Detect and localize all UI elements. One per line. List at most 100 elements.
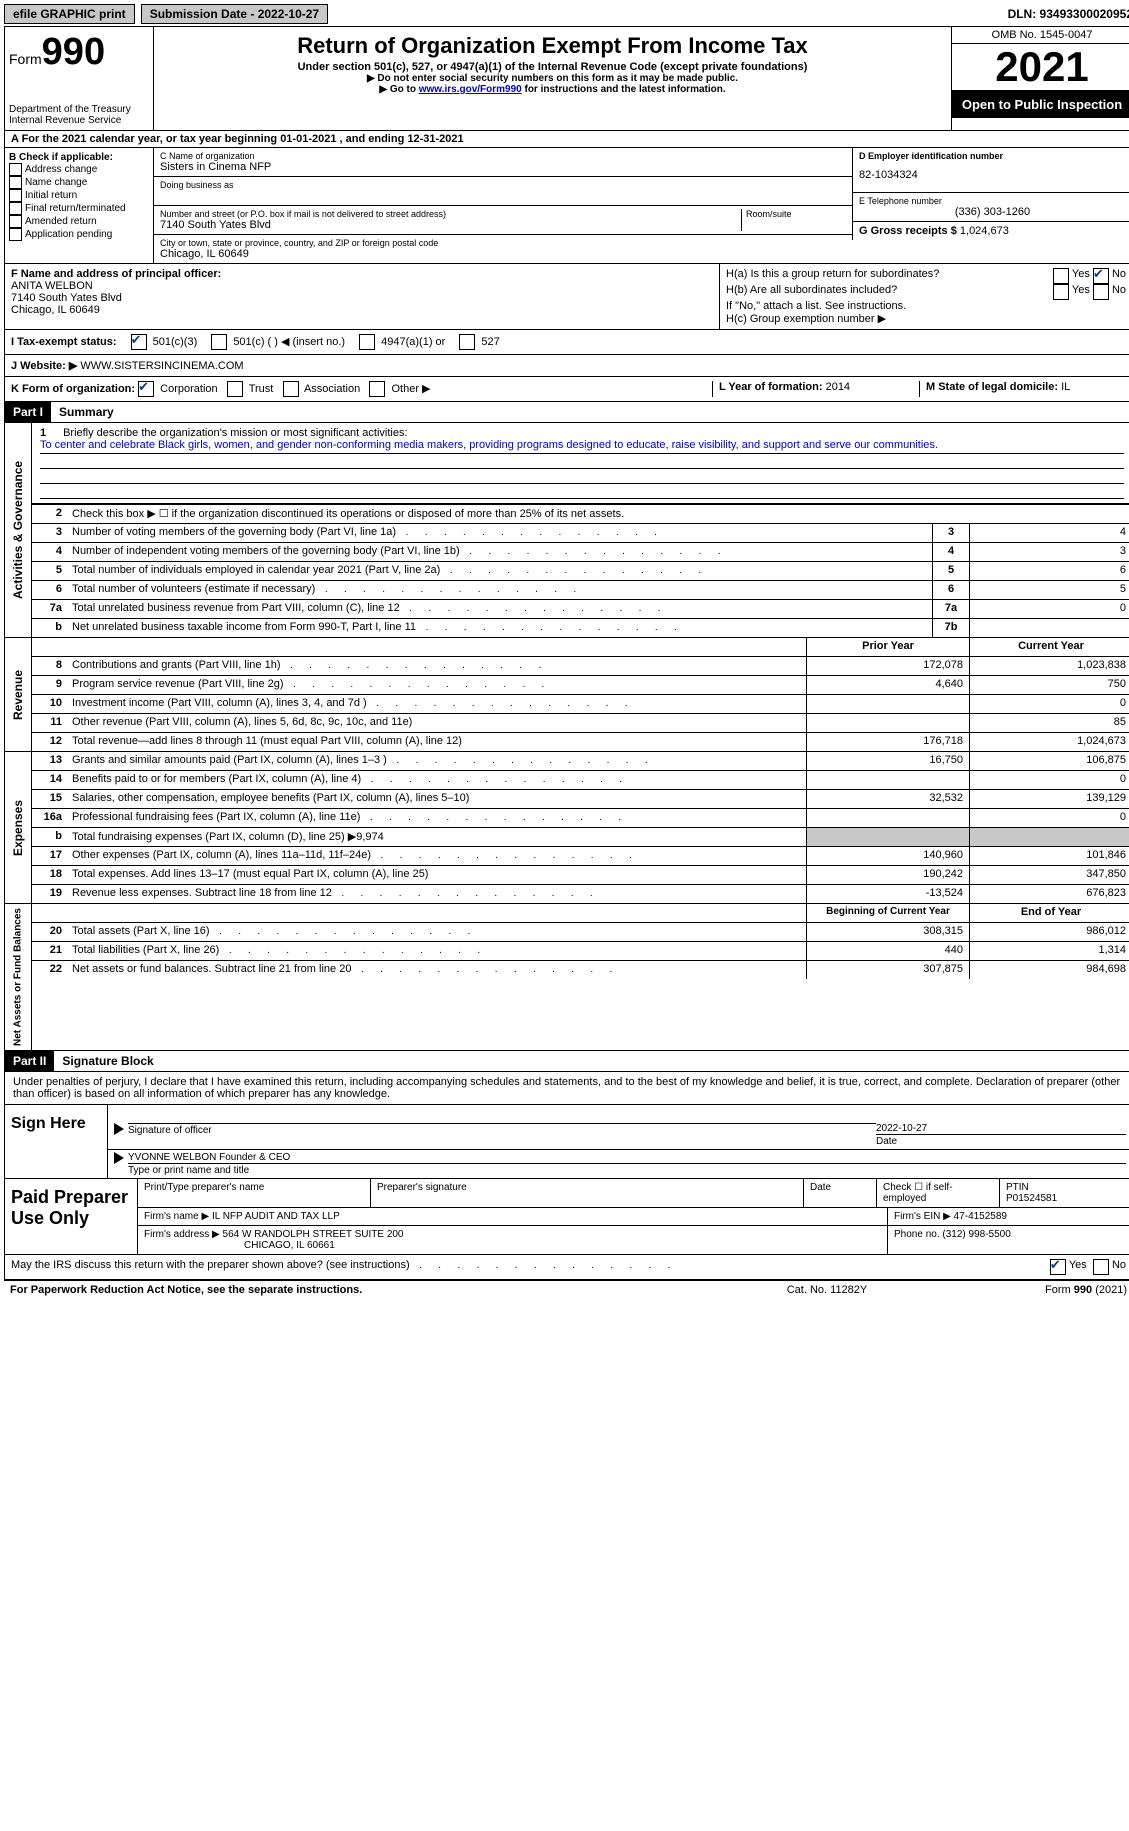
tax-status-label: I Tax-exempt status:: [11, 336, 117, 348]
irs-label: Internal Revenue Service: [9, 115, 149, 126]
type-name-label: Type or print name and title: [128, 1163, 1126, 1176]
tax-year: 2021: [952, 44, 1129, 91]
line8-text: Contributions and grants (Part VIII, lin…: [68, 657, 806, 675]
line19-prior: -13,524: [806, 885, 969, 903]
cb-application-pending[interactable]: [9, 228, 22, 241]
prep-check-hdr: Check ☐ if self-employed: [877, 1179, 1000, 1207]
footer-left: For Paperwork Reduction Act Notice, see …: [10, 1284, 727, 1296]
cb-4947[interactable]: [359, 334, 375, 350]
part1-badge: Part I: [5, 402, 51, 422]
form-subtitle: Under section 501(c), 527, or 4947(a)(1)…: [162, 61, 943, 73]
lbl-trust: Trust: [249, 383, 274, 395]
hb-note: If "No," attach a list. See instructions…: [726, 300, 1126, 312]
line10-prior: [806, 695, 969, 713]
cb-initial-return[interactable]: [9, 189, 22, 202]
efile-print-button[interactable]: efile GRAPHIC print: [4, 4, 135, 24]
line21-end: 1,314: [969, 942, 1129, 960]
cb-assoc[interactable]: [283, 381, 299, 397]
ptin-hdr: PTIN: [1006, 1182, 1126, 1193]
officer-sig-label: Signature of officer: [128, 1123, 876, 1136]
cb-final-return[interactable]: [9, 202, 22, 215]
box-c: C Name of organization Sisters in Cinema…: [154, 148, 852, 263]
row-j: J Website: ▶ WWW.SISTERSINCINEMA.COM: [4, 355, 1129, 377]
addr-label: Number and street (or P.O. box if mail i…: [160, 209, 741, 219]
cb-501c[interactable]: [211, 334, 227, 350]
header-left: Form990 Department of the Treasury Inter…: [5, 27, 154, 130]
hdr-current-year: Current Year: [969, 638, 1129, 656]
org-name: Sisters in Cinema NFP: [160, 161, 846, 173]
line11-prior: [806, 714, 969, 732]
cb-hb-no[interactable]: [1093, 284, 1109, 300]
firm-ein-label: Firm's EIN ▶: [894, 1211, 951, 1222]
line11-text: Other revenue (Part VIII, column (A), li…: [68, 714, 806, 732]
may-irs-discuss: May the IRS discuss this return with the…: [4, 1255, 1129, 1280]
cb-ha-yes[interactable]: [1053, 268, 1069, 284]
part1-title: Summary: [51, 402, 122, 422]
sig-date: 2022-10-27: [876, 1123, 1126, 1134]
cb-ha-no[interactable]: [1093, 268, 1109, 284]
cb-hb-yes[interactable]: [1053, 284, 1069, 300]
lbl-no-1: No: [1112, 268, 1126, 284]
side-revenue: Revenue: [5, 638, 32, 751]
line12-prior: 176,718: [806, 733, 969, 751]
box-f: F Name and address of principal officer:…: [5, 264, 720, 329]
header-right: OMB No. 1545-0047 2021 Open to Public In…: [951, 27, 1129, 130]
line16b-text: Total fundraising expenses (Part IX, col…: [68, 828, 806, 846]
firm-addr1: 564 W RANDOLPH STREET SUITE 200: [223, 1229, 404, 1240]
line13-text: Grants and similar amounts paid (Part IX…: [68, 752, 806, 770]
line17-prior: 140,960: [806, 847, 969, 865]
firm-phone: (312) 998-5500: [942, 1229, 1010, 1240]
footer-right: Form 990 (2021): [927, 1284, 1127, 1296]
website-label: J Website: ▶: [11, 360, 77, 372]
cb-address-change[interactable]: [9, 163, 22, 176]
cb-other[interactable]: [369, 381, 385, 397]
line8-curr: 1,023,838: [969, 657, 1129, 675]
form-org-label: K Form of organization:: [11, 383, 135, 395]
lbl-501c: 501(c) ( ) ◀ (insert no.): [233, 336, 345, 348]
side-expenses: Expenses: [5, 752, 32, 903]
line16b-prior: [806, 828, 969, 846]
line13-prior: 16,750: [806, 752, 969, 770]
cb-discuss-no[interactable]: [1093, 1259, 1109, 1275]
ein-value: 82-1034324: [859, 161, 1126, 189]
cb-501c3[interactable]: [131, 334, 147, 350]
hdr-end-year: End of Year: [969, 904, 1129, 922]
open-inspection-badge: Open to Public Inspection: [952, 91, 1129, 118]
line14-text: Benefits paid to or for members (Part IX…: [68, 771, 806, 789]
cb-discuss-yes[interactable]: [1050, 1259, 1066, 1275]
officer-name: ANITA WELBON: [11, 280, 713, 292]
state-domicile-val: IL: [1061, 381, 1070, 393]
lbl-other: Other ▶: [391, 383, 430, 395]
row-k-l-m: K Form of organization: Corporation Trus…: [4, 377, 1129, 402]
line3-text: Number of voting members of the governin…: [68, 524, 932, 542]
gross-label: G Gross receipts $: [859, 225, 957, 237]
side-activities: Activities & Governance: [5, 423, 32, 637]
line6-text: Total number of volunteers (estimate if …: [68, 581, 932, 599]
lbl-yes-2: Yes: [1072, 284, 1090, 300]
lbl-name-change: Name change: [25, 177, 87, 188]
ha-label: H(a) Is this a group return for subordin…: [726, 268, 1053, 284]
lbl-discuss-no: No: [1112, 1259, 1126, 1275]
line9-curr: 750: [969, 676, 1129, 694]
line22-begin: 307,875: [806, 961, 969, 979]
cb-name-change[interactable]: [9, 176, 22, 189]
line5-val: 6: [969, 562, 1129, 580]
org-name-label: C Name of organization: [160, 151, 846, 161]
form990-link[interactable]: www.irs.gov/Form990: [419, 84, 522, 95]
ein-label: D Employer identification number: [859, 151, 1126, 161]
line19-curr: 676,823: [969, 885, 1129, 903]
form-word: Form: [9, 51, 42, 67]
part2-header-row: Part II Signature Block: [4, 1051, 1129, 1072]
line8-prior: 172,078: [806, 657, 969, 675]
goto-prefix: ▶ Go to: [379, 84, 418, 95]
hc-label: H(c) Group exemption number ▶: [726, 312, 1126, 325]
cb-corp[interactable]: [138, 381, 154, 397]
lbl-amended: Amended return: [25, 216, 97, 227]
cb-trust[interactable]: [227, 381, 243, 397]
arrow-icon: [114, 1123, 124, 1135]
cb-527[interactable]: [459, 334, 475, 350]
revenue-block: Revenue Prior YearCurrent Year 8Contribu…: [4, 638, 1129, 752]
lbl-yes-1: Yes: [1072, 268, 1090, 284]
box-b-heading: B Check if applicable:: [9, 152, 149, 163]
cb-amended[interactable]: [9, 215, 22, 228]
